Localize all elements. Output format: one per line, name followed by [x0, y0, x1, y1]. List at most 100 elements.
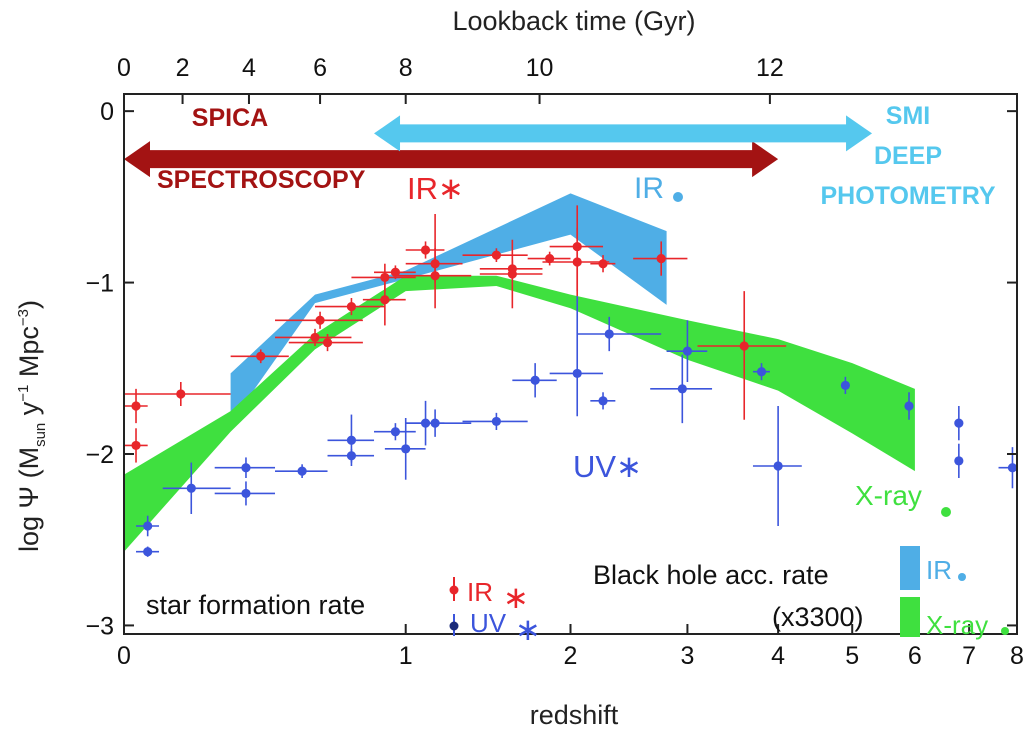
- uv-sfr-point: [756, 367, 767, 377]
- x-tick-label: 0: [117, 642, 131, 670]
- ir-sfr-point: [491, 250, 502, 260]
- y-axis-title-close: ): [14, 300, 44, 309]
- ir-dot-annotation: IR: [634, 172, 664, 205]
- legend-bh-xray-text: X-ray: [926, 610, 988, 640]
- x-tick-label: 1: [399, 642, 413, 670]
- x-tick-label: 8: [1010, 642, 1024, 670]
- x-tick-label: 2: [564, 642, 578, 670]
- legend-bh-ir-text: IR: [926, 555, 952, 585]
- y-axis-title-mpc: Mpc: [14, 326, 44, 385]
- arrows-layer: [124, 115, 873, 178]
- legend-ir-text: IR: [467, 577, 493, 607]
- uv-sfr-point: [143, 521, 153, 531]
- uv-sfr-point: [143, 547, 153, 557]
- legend-bh-xray-swatch: [900, 597, 920, 637]
- ir-sfr-point: [131, 401, 141, 411]
- y-axis-title-sun: sun: [32, 423, 49, 447]
- ir-bh-band: [230, 193, 667, 424]
- legend-bh-label: Black hole acc. rate: [593, 560, 829, 590]
- y-tick-label: −3: [85, 612, 114, 640]
- uv-sfr-point: [241, 463, 251, 473]
- legend-ir-marker: [449, 585, 459, 595]
- y-axis-title-main: log Ψ (M: [14, 447, 44, 552]
- y-tick-label: −2: [85, 441, 114, 469]
- y-axis-title: log Ψ (Msun y−1 Mpc−3): [14, 300, 49, 552]
- top-axis-title: Lookback time (Gyr): [452, 6, 695, 36]
- x-tick-label: 3: [680, 642, 694, 670]
- ir-sfr-point: [346, 301, 357, 312]
- ir-sfr-point: [598, 259, 608, 269]
- ir-sfr-point: [739, 341, 749, 351]
- top-tick-label: 10: [526, 54, 554, 82]
- legend-bh-factor: (x3300): [772, 602, 864, 632]
- top-tick-label: 12: [756, 54, 784, 82]
- uv-sfr-point: [390, 427, 401, 437]
- spica-sub-label: SPECTROSCOPY: [157, 166, 366, 194]
- ir-sfr-point: [256, 351, 266, 361]
- uv-sfr-point: [604, 329, 614, 339]
- xray-bh-band: [124, 275, 915, 552]
- ir-sfr-point: [507, 269, 517, 279]
- uv-sfr-point: [1007, 463, 1018, 473]
- legend-uv-marker: [449, 621, 459, 631]
- ir-dot-marker: [673, 192, 683, 202]
- legend-sfr-label: star formation rate: [146, 590, 365, 620]
- smi-label-3: PHOTOMETRY: [820, 182, 995, 210]
- legend-ir-star: ∗: [503, 580, 529, 615]
- x-tick-label: 5: [845, 642, 859, 670]
- xray-dot-marker: [941, 507, 951, 517]
- uv-sfr-point: [346, 435, 357, 445]
- spica-label: SPICA: [192, 104, 268, 132]
- smi-arrow: [374, 115, 873, 152]
- uv-sfr-point: [677, 384, 687, 394]
- x-axis-title: redshift: [530, 700, 619, 730]
- ir-sfr-point: [420, 245, 431, 255]
- top-tick-label: 2: [176, 54, 190, 82]
- x-tick-label: 6: [908, 642, 922, 670]
- ir-sfr-point: [322, 337, 333, 348]
- ir-sfr-point: [572, 257, 582, 267]
- y-axis-title-y: y: [14, 401, 44, 423]
- uv-sfr-point: [530, 375, 540, 385]
- x-tick-label: 4: [771, 642, 785, 670]
- uv-sfr-point: [430, 418, 440, 428]
- ir-sfr-point: [315, 315, 325, 325]
- legend-bh-ir-swatch: [900, 546, 920, 590]
- uv-sfr-point: [954, 418, 964, 428]
- uv-sfr-point: [840, 380, 850, 391]
- ir-sfr-point: [310, 332, 320, 343]
- y-axis-title-sup1: −1: [15, 385, 32, 402]
- legend-uv-text: UV: [470, 608, 507, 638]
- ir-sfr-point: [656, 253, 666, 264]
- ir-sfr-point: [545, 253, 555, 264]
- top-tick-label: 8: [399, 54, 413, 82]
- smi-label-2: DEEP: [874, 142, 942, 170]
- smi-label-1: SMI: [886, 102, 930, 130]
- ir-sfr-point: [390, 267, 401, 277]
- points-layer: [124, 205, 1018, 557]
- ir-sfr-point: [380, 295, 390, 305]
- xray-dot-annotation: X-ray: [855, 480, 922, 511]
- uv-sfr-point: [598, 396, 608, 406]
- uv-sfr-point: [572, 368, 582, 379]
- y-tick-label: −1: [85, 270, 114, 298]
- top-tick-label: 6: [313, 54, 327, 82]
- y-tick-label: 0: [100, 98, 114, 126]
- legend-uv-star: ∗: [515, 612, 541, 647]
- top-tick-label: 4: [242, 54, 256, 82]
- spica-arrow: [124, 141, 779, 178]
- uv-sfr-point: [491, 416, 502, 427]
- uv-sfr-point: [241, 488, 251, 499]
- x-tick-label: 7: [962, 642, 976, 670]
- uv-sfr-point: [186, 483, 196, 493]
- legend-bh-xray-dot: [1001, 627, 1009, 635]
- ir-sfr-point: [380, 272, 390, 283]
- ir-sfr-point: [430, 271, 440, 281]
- legend-bh-ir-dot: [958, 573, 966, 581]
- ir-sfr-point: [176, 389, 186, 399]
- ir-star-annotation: IR∗: [407, 171, 464, 206]
- uv-star-annotation: UV∗: [573, 449, 642, 484]
- uv-sfr-point: [682, 346, 693, 356]
- ir-sfr-point: [131, 440, 141, 451]
